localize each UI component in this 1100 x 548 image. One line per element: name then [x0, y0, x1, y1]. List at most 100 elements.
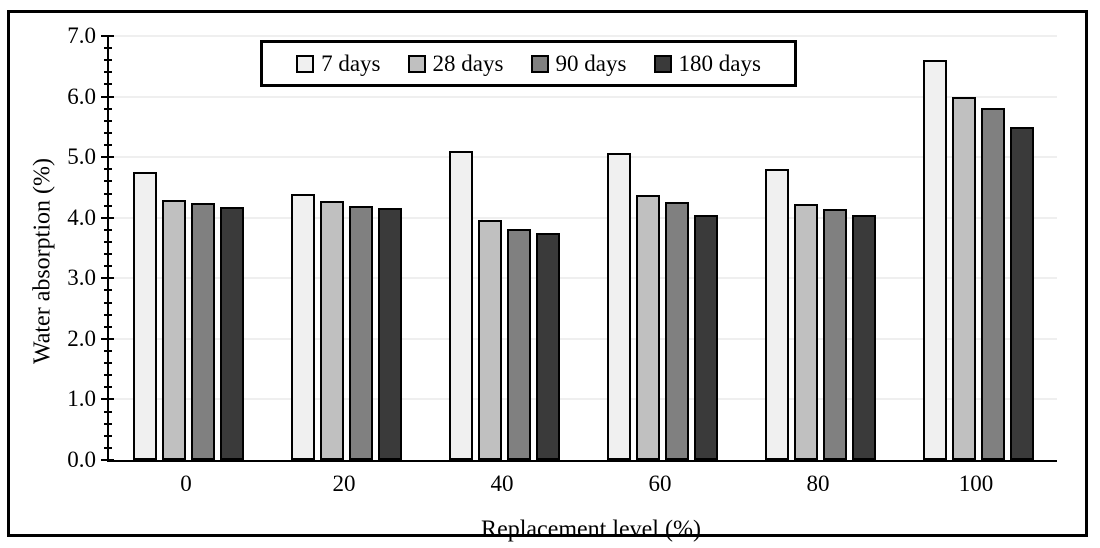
x-tick-label: 40 — [490, 471, 514, 496]
minor-tick — [104, 71, 112, 74]
legend-label: 7 days — [321, 51, 381, 76]
minor-tick — [104, 59, 112, 62]
plot-area — [101, 35, 1057, 462]
minor-tick — [104, 446, 112, 449]
minor-tick — [104, 180, 112, 183]
bar-7-days-at-60 — [606, 152, 631, 460]
major-tick — [101, 35, 114, 37]
bar-180-days-at-0 — [219, 207, 244, 460]
minor-tick — [104, 131, 112, 134]
bar-group-0 — [109, 36, 267, 460]
bar-180-days-at-20 — [377, 208, 402, 460]
minor-tick — [104, 349, 112, 352]
gridline — [109, 216, 1057, 219]
legend-label: 180 days — [678, 51, 761, 76]
minor-tick — [104, 410, 112, 413]
minor-tick — [104, 313, 112, 316]
bar-90-days-at-60 — [664, 201, 689, 460]
bar-7-days-at-40 — [448, 151, 473, 460]
minor-tick — [104, 168, 112, 171]
y-tick-label: 4.0 — [67, 204, 96, 230]
y-tick-label: 2.0 — [67, 325, 96, 351]
legend-swatch-icon — [530, 54, 549, 73]
minor-tick — [104, 422, 112, 425]
minor-tick — [104, 83, 112, 86]
legend-swatch-icon — [653, 54, 672, 73]
bar-90-days-at-100 — [980, 108, 1005, 460]
legend-swatch-icon — [296, 54, 315, 73]
minor-tick — [104, 240, 112, 243]
legend-swatch-icon — [407, 54, 426, 73]
major-tick — [101, 277, 114, 280]
bar-28-days-at-0 — [161, 199, 186, 460]
bar-7-days-at-80 — [764, 168, 789, 460]
minor-tick — [104, 204, 112, 207]
gridline — [109, 156, 1057, 159]
bar-180-days-at-40 — [535, 232, 560, 460]
bar-90-days-at-80 — [822, 208, 847, 460]
minor-tick — [104, 228, 112, 231]
legend-label: 28 days — [432, 51, 504, 76]
bar-group-20 — [267, 36, 425, 460]
bar-groups — [109, 36, 1057, 460]
bar-28-days-at-40 — [477, 219, 502, 460]
y-tick-label: 3.0 — [67, 265, 96, 291]
minor-tick — [104, 192, 112, 195]
bar-90-days-at-40 — [506, 228, 531, 460]
y-tick-label: 7.0 — [67, 23, 96, 48]
minor-tick — [104, 289, 112, 292]
x-axis-tick-labels: 0 20 40 60 80 100 — [107, 470, 1055, 498]
minor-tick — [104, 301, 112, 304]
major-tick — [101, 216, 114, 219]
minor-tick — [104, 386, 112, 389]
x-tick-label: 60 — [648, 471, 672, 496]
y-tick-label: 0.0 — [67, 447, 96, 472]
bar-180-days-at-100 — [1009, 126, 1034, 460]
bar-28-days-at-20 — [319, 200, 344, 460]
minor-tick — [104, 144, 112, 147]
legend-item-90-days: 90 days — [530, 51, 627, 76]
x-tick-label: 20 — [332, 471, 356, 496]
gridline — [109, 277, 1057, 280]
bar-180-days-at-60 — [693, 214, 718, 460]
major-tick — [101, 459, 114, 461]
bar-90-days-at-20 — [348, 205, 373, 460]
bar-90-days-at-0 — [190, 203, 215, 460]
legend: 7 days 28 days 90 days 180 days — [260, 40, 797, 87]
legend-item-7-days: 7 days — [296, 52, 380, 75]
minor-tick — [104, 325, 112, 328]
x-tick-label: 100 — [958, 471, 994, 496]
gridline — [109, 398, 1057, 401]
y-tick-label: 1.0 — [67, 386, 96, 412]
x-tick-label: 0 — [180, 471, 192, 496]
legend-item-180-days: 180 days — [653, 51, 761, 76]
bar-7-days-at-20 — [290, 193, 315, 460]
minor-tick — [104, 253, 112, 256]
bar-28-days-at-100 — [951, 96, 976, 460]
bar-180-days-at-80 — [851, 214, 876, 460]
bar-group-80 — [741, 36, 899, 460]
x-tick-label: 80 — [806, 471, 830, 496]
bar-7-days-at-100 — [922, 60, 947, 460]
bar-group-100 — [899, 36, 1057, 460]
gridline — [109, 337, 1057, 340]
bar-28-days-at-80 — [793, 203, 818, 460]
major-tick — [101, 337, 114, 340]
y-tick-label: 5.0 — [67, 144, 96, 170]
minor-tick — [104, 265, 112, 268]
legend-label: 90 days — [555, 51, 627, 76]
minor-tick — [104, 107, 112, 110]
bar-7-days-at-0 — [132, 172, 157, 460]
major-tick — [101, 95, 114, 98]
minor-tick — [104, 434, 112, 437]
major-tick — [101, 398, 114, 401]
bar-group-40 — [425, 36, 583, 460]
minor-tick — [104, 374, 112, 377]
major-tick — [101, 156, 114, 159]
gridline — [109, 95, 1057, 98]
minor-tick — [104, 119, 112, 122]
y-tick-label: 6.0 — [67, 83, 96, 109]
x-axis-title: Replacement level (%) — [481, 516, 701, 543]
gridline — [109, 35, 1057, 37]
